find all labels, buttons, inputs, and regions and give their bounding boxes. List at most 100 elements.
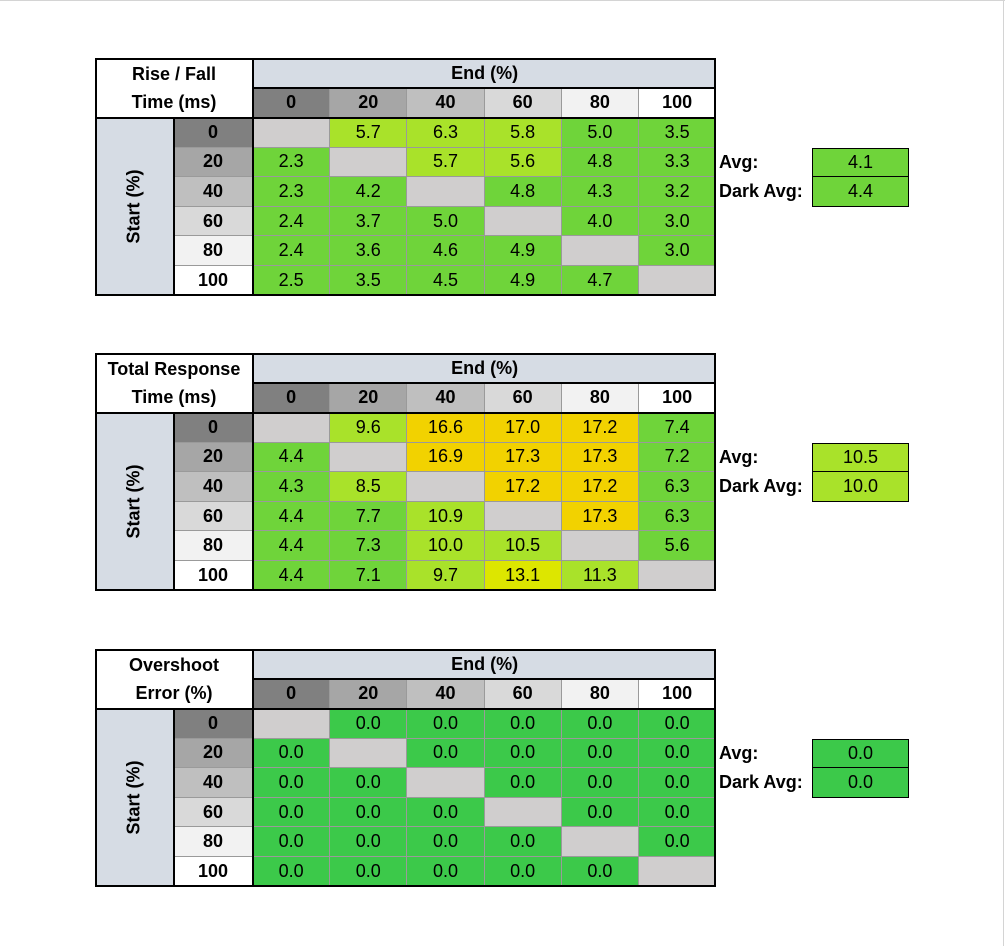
- value-cell: 4.8: [484, 177, 562, 207]
- row-header-text: Start (%): [123, 169, 144, 244]
- value-cell: 9.6: [330, 413, 408, 443]
- row-header-label: Start (%): [95, 413, 174, 591]
- value-cell: 4.2: [330, 177, 408, 207]
- col-header-40: 40: [407, 383, 485, 413]
- row-header-0: 0: [174, 709, 253, 739]
- value-cell: 13.1: [484, 561, 562, 591]
- value-cell: 3.2: [639, 177, 717, 207]
- value-cell: 2.4: [253, 206, 331, 237]
- value-cell: 0.0: [407, 797, 485, 828]
- row-header-60: 60: [174, 206, 253, 237]
- table-title-line: Rise / Fall: [131, 64, 217, 84]
- avg-label: Avg:: [719, 446, 759, 467]
- col-header-0: 0: [253, 383, 331, 413]
- value-cell: 4.4: [253, 501, 331, 532]
- row-header-label: Start (%): [95, 118, 174, 296]
- table-title-line: Overshoot: [128, 655, 220, 675]
- value-cell: 0.0: [639, 797, 717, 828]
- row-header-label: Start (%): [95, 709, 174, 887]
- value-cell: [407, 177, 485, 207]
- value-cell: 7.4: [639, 413, 717, 443]
- value-cell: 0.0: [330, 709, 408, 739]
- table-title: Overshoot Error (%): [95, 649, 253, 709]
- value-cell: 0.0: [639, 768, 717, 798]
- value-cell: 0.0: [407, 857, 485, 887]
- value-cell: [639, 857, 717, 887]
- value-cell: 7.7: [330, 501, 408, 532]
- value-cell: 0.0: [330, 857, 408, 887]
- value-cell: 4.3: [561, 177, 639, 207]
- value-cell: 5.7: [330, 118, 408, 148]
- value-cell: 0.0: [484, 709, 562, 739]
- value-cell: [561, 236, 639, 266]
- value-cell: [253, 709, 331, 739]
- value-cell: [639, 266, 717, 296]
- value-cell: 0.0: [330, 797, 408, 828]
- col-header-40: 40: [407, 88, 485, 118]
- value-cell: [330, 442, 408, 473]
- value-cell: [407, 768, 485, 798]
- col-header-20: 20: [330, 88, 408, 118]
- value-cell: 0.0: [407, 709, 485, 739]
- value-cell: 4.4: [253, 442, 331, 473]
- value-cell: 2.4: [253, 236, 331, 266]
- value-cell: 5.0: [561, 118, 639, 148]
- col-header-80: 80: [561, 679, 639, 709]
- value-cell: 0.0: [484, 827, 562, 857]
- dark-avg-value: 0.0: [812, 767, 909, 798]
- value-cell: 4.0: [561, 206, 639, 237]
- dark-avg-label: Dark Avg:: [719, 772, 803, 793]
- table-3: Overshoot Error (%) End (%) 0 20 40 60 80 100 Sta…: [95, 649, 717, 887]
- value-cell: 0.0: [253, 797, 331, 828]
- value-cell: [484, 797, 562, 828]
- value-cell: 6.3: [639, 501, 717, 532]
- value-cell: 16.6: [407, 413, 485, 443]
- value-cell: 0.0: [253, 857, 331, 887]
- value-cell: [253, 413, 331, 443]
- row-header-20: 20: [174, 147, 253, 178]
- value-cell: 10.9: [407, 501, 485, 532]
- value-cell: 2.5: [253, 266, 331, 296]
- row-header-40: 40: [174, 472, 253, 502]
- value-cell: 7.3: [330, 531, 408, 561]
- value-cell: 6.3: [639, 472, 717, 502]
- col-header-60: 60: [484, 679, 562, 709]
- value-cell: 0.0: [253, 768, 331, 798]
- row-header-60: 60: [174, 501, 253, 532]
- table-title-line: Total Response: [107, 359, 241, 379]
- value-cell: [407, 472, 485, 502]
- dark-avg-label: Dark Avg:: [719, 476, 803, 497]
- value-cell: 0.0: [561, 738, 639, 769]
- value-cell: 3.5: [330, 266, 408, 296]
- value-cell: 4.6: [407, 236, 485, 266]
- col-header-40: 40: [407, 679, 485, 709]
- value-cell: 4.3: [253, 472, 331, 502]
- value-cell: 7.2: [639, 442, 717, 473]
- value-cell: 4.7: [561, 266, 639, 296]
- value-cell: 5.6: [484, 147, 562, 178]
- value-cell: 0.0: [253, 738, 331, 769]
- col-header-20: 20: [330, 679, 408, 709]
- value-cell: 17.3: [484, 442, 562, 473]
- value-cell: 17.2: [561, 413, 639, 443]
- value-cell: 0.0: [484, 768, 562, 798]
- row-header-80: 80: [174, 827, 253, 857]
- value-cell: 4.8: [561, 147, 639, 178]
- value-cell: 4.5: [407, 266, 485, 296]
- value-cell: 2.3: [253, 147, 331, 178]
- value-cell: 10.5: [484, 531, 562, 561]
- value-cell: 0.0: [639, 709, 717, 739]
- row-header-100: 100: [174, 561, 253, 591]
- row-header-40: 40: [174, 768, 253, 798]
- value-cell: 0.0: [253, 827, 331, 857]
- value-cell: 10.0: [407, 531, 485, 561]
- table-title-line: Time (ms): [131, 387, 217, 407]
- value-cell: 0.0: [484, 857, 562, 887]
- value-cell: 2.3: [253, 177, 331, 207]
- value-cell: 0.0: [484, 738, 562, 769]
- avg-label: Avg:: [719, 742, 759, 763]
- row-header-0: 0: [174, 118, 253, 148]
- value-cell: 3.0: [639, 206, 717, 237]
- value-cell: 5.0: [407, 206, 485, 237]
- value-cell: [561, 531, 639, 561]
